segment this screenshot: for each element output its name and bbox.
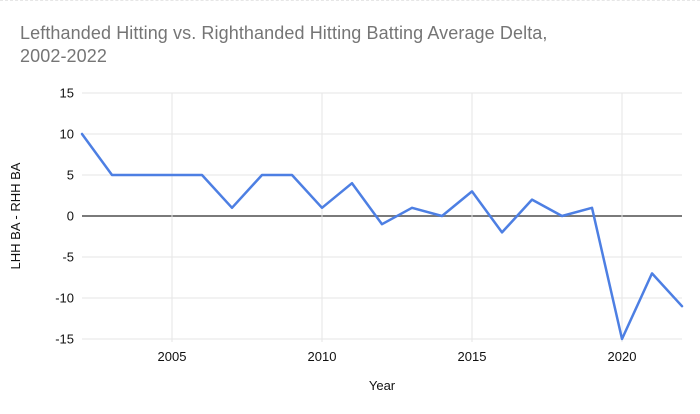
data-series-line — [80, 132, 684, 341]
y-tick-label: -5 — [62, 250, 74, 265]
y-tick-label: 5 — [67, 168, 74, 183]
y-tick-label: 0 — [67, 209, 74, 224]
y-axis-title: LHH BA - RHH BA — [8, 162, 23, 269]
x-tick-label: 2005 — [158, 349, 187, 364]
y-tick-label: 10 — [60, 127, 74, 142]
chart-title: Lefthanded Hitting vs. Righthanded Hitti… — [20, 22, 685, 68]
x-tick-label: 2010 — [308, 349, 337, 364]
y-tick-label: 15 — [60, 86, 74, 101]
x-axis-title: Year — [369, 378, 396, 393]
x-tick-label: 2020 — [608, 349, 637, 364]
y-tick-label: -10 — [55, 291, 74, 306]
chart-title-line1: Lefthanded Hitting vs. Righthanded Hitti… — [20, 23, 548, 43]
top-edge-divider — [0, 0, 700, 1]
y-tick-label: -15 — [55, 332, 74, 347]
chart-title-line2: 2002-2022 — [20, 46, 107, 66]
x-tick-label: 2015 — [458, 349, 487, 364]
